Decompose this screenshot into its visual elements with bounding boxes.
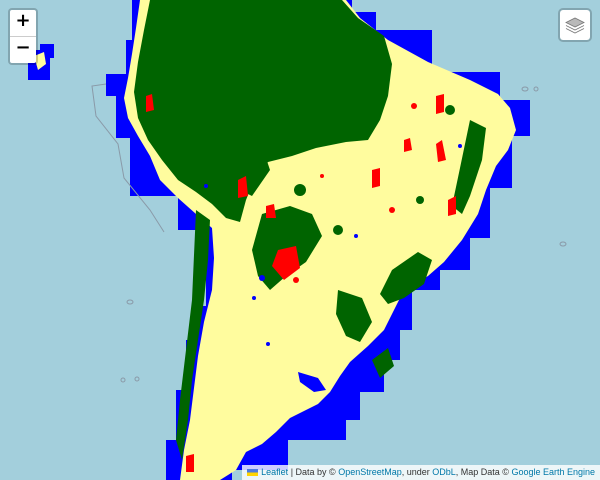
ukraine-flag-icon (247, 469, 259, 476)
islet (134, 376, 140, 382)
islet (126, 299, 134, 305)
red-patch (448, 196, 456, 216)
lake (354, 234, 358, 238)
forest-patch (333, 225, 343, 235)
islet (120, 377, 126, 383)
leaflet-link[interactable]: Leaflet (261, 467, 289, 477)
zoom-in-button[interactable]: + (15, 10, 31, 31)
zoom-control: + − (8, 8, 38, 65)
forest-patch (372, 348, 394, 378)
attribution: Leaflet | Data by © OpenStreetMap, under… (242, 465, 600, 480)
gee-link[interactable]: Google Earth Engine (511, 467, 595, 477)
red-patch (293, 277, 299, 283)
forest-patch (445, 105, 455, 115)
red-patch (146, 94, 154, 112)
layers-icon (565, 17, 585, 34)
islet (559, 241, 567, 247)
island-land (34, 52, 46, 70)
zoom-out-button[interactable]: − (10, 36, 36, 63)
attribution-text: , Map Data © (455, 467, 512, 477)
red-patch (186, 454, 194, 472)
red-patch (266, 204, 276, 218)
layers-button[interactable] (558, 8, 592, 42)
lake (259, 275, 265, 281)
red-patch (436, 94, 444, 114)
river-plate (298, 372, 326, 392)
forest-patch (294, 184, 306, 196)
lake (204, 184, 208, 188)
red-patch (389, 207, 395, 213)
boundary-line (91, 83, 165, 233)
attribution-text: , under (401, 467, 433, 477)
islet (533, 86, 539, 92)
forest-patch (336, 290, 372, 342)
red-patch (436, 140, 446, 162)
red-patch (272, 246, 300, 280)
lake (252, 296, 256, 300)
forest-patch (416, 196, 424, 204)
odbl-link[interactable]: ODbL (432, 467, 456, 477)
forest-andes (176, 210, 210, 460)
lake (266, 342, 270, 346)
forest-amazon (134, 0, 392, 222)
islet (521, 86, 529, 92)
attribution-text: | Data by © (288, 467, 339, 477)
osm-link[interactable]: OpenStreetMap (338, 467, 402, 477)
red-patch (238, 176, 248, 198)
red-patch (372, 168, 380, 188)
forest-coast-se (380, 252, 432, 304)
red-patch (404, 138, 412, 152)
lake (458, 144, 462, 148)
red-patch (320, 174, 324, 178)
red-patch (411, 103, 417, 109)
forest-coast-ne (452, 120, 486, 214)
